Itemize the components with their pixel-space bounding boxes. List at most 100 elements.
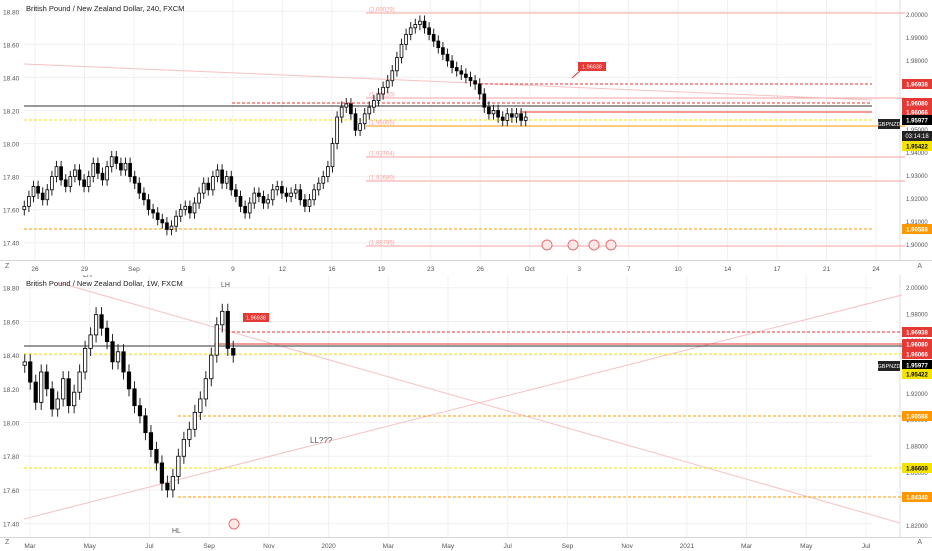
x-tick: Nov bbox=[263, 543, 275, 550]
symbol-title[interactable]: British Pound / New Zealand Dollar, 240,… bbox=[26, 4, 185, 13]
price-label-box bbox=[902, 463, 932, 473]
x-tick: 23 bbox=[427, 266, 435, 273]
zoom-button[interactable]: Z bbox=[5, 263, 10, 270]
candle-up bbox=[505, 113, 510, 121]
fib-label: (1.95065) bbox=[369, 121, 395, 127]
candle-down bbox=[464, 73, 468, 78]
candle-up bbox=[275, 186, 280, 191]
candle-down bbox=[36, 186, 40, 194]
chart-pane-240[interactable]: 18.80 18.60 18.40 18.20 18.00 17.80 17.60 17.40… bbox=[0, 0, 932, 260]
x-tick: Oct bbox=[525, 266, 535, 273]
candle-down bbox=[243, 205, 247, 214]
candle-up bbox=[372, 100, 376, 108]
y-tick-right: 1.86000 bbox=[906, 471, 928, 477]
price-label: 1.95422 bbox=[906, 373, 928, 379]
countdown: 03:14:18 bbox=[905, 134, 929, 140]
candle-up bbox=[413, 24, 418, 29]
candle-down bbox=[143, 415, 148, 434]
y-tick-right: 1.88000 bbox=[906, 445, 928, 451]
candle-down bbox=[188, 205, 192, 214]
candle-up bbox=[514, 113, 519, 118]
pattern-annotation: LH bbox=[83, 275, 92, 279]
callout-pointer bbox=[571, 70, 581, 79]
candle-up bbox=[86, 176, 91, 187]
candle-up bbox=[408, 27, 413, 35]
candle-up bbox=[203, 378, 208, 400]
symbol-title-weekly[interactable]: British Pound / New Zealand Dollar, 1W, … bbox=[26, 279, 183, 288]
price-label: 1.95977 bbox=[906, 364, 928, 370]
y-tick-left: 18.80 bbox=[3, 9, 20, 16]
candle-up bbox=[215, 169, 220, 177]
y-tick-left: 17.40 bbox=[3, 241, 20, 248]
pattern-annotation: LH bbox=[221, 282, 230, 289]
candle-down bbox=[66, 378, 71, 407]
candle-up bbox=[252, 192, 257, 204]
candle-up bbox=[91, 162, 96, 177]
zoom-button-weekly[interactable]: Z bbox=[5, 539, 10, 546]
candle-up bbox=[376, 93, 381, 101]
candle-up bbox=[523, 116, 528, 121]
candle-up bbox=[339, 106, 344, 118]
x-tick: Sep bbox=[562, 543, 574, 550]
callout-label: 1.96938 bbox=[246, 316, 266, 322]
x-tick: 2021 bbox=[680, 543, 695, 550]
y-tick-left: 17.60 bbox=[3, 208, 20, 215]
candle-down bbox=[427, 27, 431, 35]
candle-down bbox=[128, 162, 132, 177]
candle-down bbox=[257, 192, 261, 197]
auto-scale-button-weekly[interactable]: A bbox=[917, 539, 922, 546]
candle-up bbox=[362, 113, 367, 125]
candle-down bbox=[422, 20, 427, 29]
price-label: 1.96938 bbox=[906, 331, 928, 337]
y-tick-right: 1.99000 bbox=[906, 36, 928, 42]
candle-up bbox=[22, 361, 27, 366]
chart-240-svg[interactable]: 18.80 18.60 18.40 18.20 18.00 17.80 17.60 17.40… bbox=[0, 0, 932, 260]
candle-up bbox=[72, 391, 77, 407]
candle-down bbox=[110, 341, 115, 363]
price-label-box bbox=[902, 141, 932, 151]
candle-up bbox=[109, 156, 114, 168]
y-tick-right: 2.00000 bbox=[906, 286, 928, 292]
price-label-box bbox=[902, 360, 932, 370]
candle-down bbox=[220, 169, 224, 184]
y-tick-left: 18.40 bbox=[3, 75, 20, 82]
event-icon bbox=[605, 239, 617, 251]
event-icon bbox=[588, 239, 600, 251]
candle-up bbox=[201, 182, 206, 194]
x-tick: May bbox=[442, 543, 455, 550]
candle-down bbox=[206, 182, 211, 191]
candle-up bbox=[183, 205, 188, 211]
price-label-box bbox=[902, 79, 932, 89]
candle-up bbox=[73, 169, 77, 177]
candle-down bbox=[59, 166, 63, 181]
callout-label: 1.96938 bbox=[582, 65, 602, 71]
candle-up bbox=[330, 143, 335, 168]
candle-up bbox=[192, 202, 197, 214]
candle-down bbox=[519, 113, 523, 121]
candle-down bbox=[77, 169, 82, 181]
candle-down bbox=[454, 67, 459, 72]
x-tick: 21 bbox=[823, 266, 831, 273]
y-tick-right: 1.82000 bbox=[906, 524, 928, 530]
candle-down bbox=[496, 110, 500, 118]
chart-1w-svg[interactable]: 18.80 18.60 18.40 18.20 18.00 17.80 17.60 17.40… bbox=[0, 275, 932, 537]
x-tick: 2020 bbox=[321, 543, 336, 550]
candle-down bbox=[33, 381, 38, 403]
time-axis-1w[interactable]: Z A Mar May Jul Sep Nov 2020 Mar May Jul Sep Nov 20… bbox=[0, 537, 932, 551]
candle-up bbox=[68, 176, 73, 187]
price-label: 1.96066 bbox=[906, 353, 928, 359]
x-tick: 26 bbox=[477, 266, 485, 273]
y-tick-left: 18.00 bbox=[3, 142, 20, 149]
price-label: 1.96080 bbox=[906, 343, 928, 349]
price-label: 1.90588 bbox=[906, 228, 928, 234]
candle-up bbox=[39, 371, 44, 403]
chart-pane-1w[interactable]: 18.80 18.60 18.40 18.20 18.00 17.80 17.60 17.40… bbox=[0, 275, 932, 537]
candle-up bbox=[198, 398, 203, 413]
auto-scale-button[interactable]: A bbox=[917, 263, 922, 270]
candle-up bbox=[187, 428, 192, 440]
price-label-box bbox=[902, 411, 932, 421]
candle-down bbox=[298, 189, 303, 201]
candle-down bbox=[459, 70, 464, 75]
price-label-box bbox=[902, 369, 932, 379]
candle-up bbox=[335, 116, 339, 144]
